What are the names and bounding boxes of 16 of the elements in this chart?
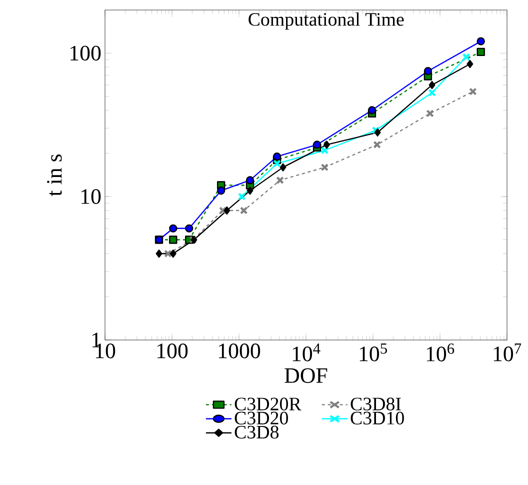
x-tick-label: 10$^{5}$ [360, 344, 387, 362]
legend-label: C3D8I [350, 398, 401, 410]
x-tick-label: 10$^{7}$ [494, 344, 522, 362]
chart-title: Computational Time [248, 12, 404, 30]
legend-label: C3D20 [234, 412, 288, 424]
x-tick-label: 100 [157, 344, 188, 358]
x-tick-label: 10$^{4}$ [292, 344, 320, 362]
y-tick-label: 10 [81, 189, 101, 204]
legend-label: C3D10 [350, 412, 404, 424]
legend-label: C3D20R [234, 398, 302, 410]
legend-label: C3D8 [234, 426, 279, 439]
x-tick-label: 10$^{6}$ [426, 344, 454, 362]
x-tick-label: 1000 [219, 344, 260, 358]
y-tick-label: 100 [70, 46, 101, 61]
x-axis-title: DOF [284, 368, 328, 383]
y-axis-title: t in s [47, 154, 62, 196]
